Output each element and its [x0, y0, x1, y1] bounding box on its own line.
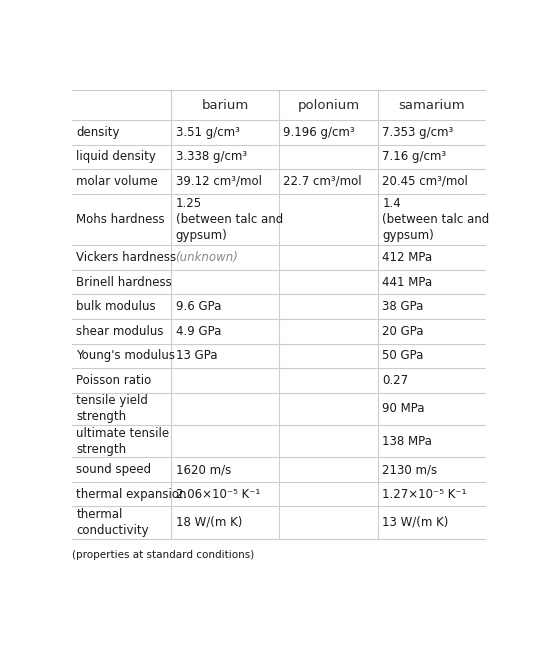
- Text: 3.51 g/cm³: 3.51 g/cm³: [176, 126, 239, 139]
- Text: 39.12 cm³/mol: 39.12 cm³/mol: [176, 175, 262, 188]
- Text: Vickers hardness: Vickers hardness: [76, 251, 177, 264]
- Text: 38 GPa: 38 GPa: [382, 300, 424, 313]
- Text: 9.196 g/cm³: 9.196 g/cm³: [283, 126, 355, 139]
- Text: bulk modulus: bulk modulus: [76, 300, 156, 313]
- Text: polonium: polonium: [298, 99, 360, 112]
- Text: 1.27×10⁻⁵ K⁻¹: 1.27×10⁻⁵ K⁻¹: [382, 487, 467, 500]
- Text: barium: barium: [201, 99, 249, 112]
- Text: 1.4
(between talc and
gypsum): 1.4 (between talc and gypsum): [382, 197, 490, 242]
- Text: 2130 m/s: 2130 m/s: [382, 463, 437, 476]
- Text: ultimate tensile
strength: ultimate tensile strength: [76, 426, 170, 456]
- Text: 13 GPa: 13 GPa: [176, 349, 217, 362]
- Text: thermal
conductivity: thermal conductivity: [76, 508, 149, 537]
- Text: liquid density: liquid density: [76, 151, 156, 164]
- Text: 18 W/(m K): 18 W/(m K): [176, 516, 242, 529]
- Text: 4.9 GPa: 4.9 GPa: [176, 324, 221, 337]
- Text: 0.27: 0.27: [382, 374, 409, 387]
- Text: molar volume: molar volume: [76, 175, 158, 188]
- Text: Young's modulus: Young's modulus: [76, 349, 175, 362]
- Text: 412 MPa: 412 MPa: [382, 251, 432, 264]
- Text: (properties at standard conditions): (properties at standard conditions): [72, 550, 255, 559]
- Text: density: density: [76, 126, 120, 139]
- Text: shear modulus: shear modulus: [76, 324, 164, 337]
- Text: 138 MPa: 138 MPa: [382, 435, 432, 448]
- Text: Brinell hardness: Brinell hardness: [76, 276, 172, 289]
- Text: Poisson ratio: Poisson ratio: [76, 374, 152, 387]
- Text: 22.7 cm³/mol: 22.7 cm³/mol: [283, 175, 362, 188]
- Text: (unknown): (unknown): [176, 251, 238, 264]
- Text: 1.25
(between talc and
gypsum): 1.25 (between talc and gypsum): [176, 197, 283, 242]
- Text: Mohs hardness: Mohs hardness: [76, 213, 165, 226]
- Text: sound speed: sound speed: [76, 463, 152, 476]
- Text: 20.45 cm³/mol: 20.45 cm³/mol: [382, 175, 468, 188]
- Text: 2.06×10⁻⁵ K⁻¹: 2.06×10⁻⁵ K⁻¹: [176, 487, 260, 500]
- Text: 90 MPa: 90 MPa: [382, 402, 425, 415]
- Text: 7.16 g/cm³: 7.16 g/cm³: [382, 151, 446, 164]
- Text: thermal expansion: thermal expansion: [76, 487, 187, 500]
- Text: samarium: samarium: [398, 99, 465, 112]
- Text: 3.338 g/cm³: 3.338 g/cm³: [176, 151, 247, 164]
- Text: 9.6 GPa: 9.6 GPa: [176, 300, 221, 313]
- Text: 441 MPa: 441 MPa: [382, 276, 432, 289]
- Text: 13 W/(m K): 13 W/(m K): [382, 516, 449, 529]
- Text: tensile yield
strength: tensile yield strength: [76, 395, 149, 423]
- Text: 7.353 g/cm³: 7.353 g/cm³: [382, 126, 454, 139]
- Text: 50 GPa: 50 GPa: [382, 349, 424, 362]
- Text: 1620 m/s: 1620 m/s: [176, 463, 231, 476]
- Text: 20 GPa: 20 GPa: [382, 324, 424, 337]
